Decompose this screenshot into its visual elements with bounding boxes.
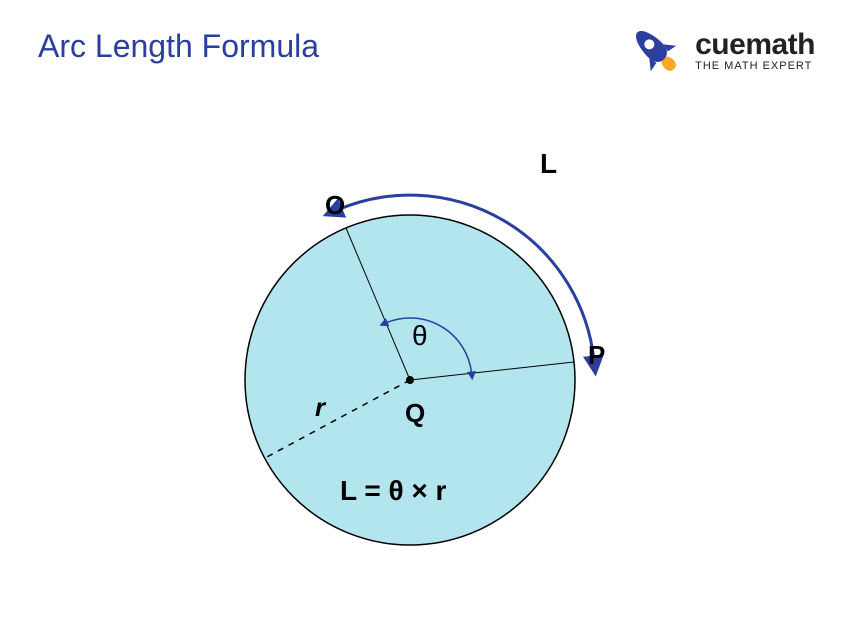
logo-text: cuemath THE MATH EXPERT (695, 28, 815, 72)
arc-length-diagram: O P Q L θ r L = θ × r (150, 130, 650, 610)
label-formula: L = θ × r (340, 475, 446, 507)
label-O: O (325, 190, 345, 221)
brand-logo: cuemath THE MATH EXPERT (625, 20, 815, 80)
logo-tagline: THE MATH EXPERT (695, 60, 815, 72)
center-dot (406, 376, 414, 384)
logo-brand-text: cuemath (695, 28, 815, 62)
label-L: L (540, 148, 557, 180)
label-Q: Q (405, 398, 425, 429)
label-P: P (588, 340, 605, 371)
page-title: Arc Length Formula (38, 28, 319, 65)
label-r: r (315, 392, 325, 423)
label-theta: θ (412, 320, 428, 352)
rocket-icon (625, 20, 685, 80)
